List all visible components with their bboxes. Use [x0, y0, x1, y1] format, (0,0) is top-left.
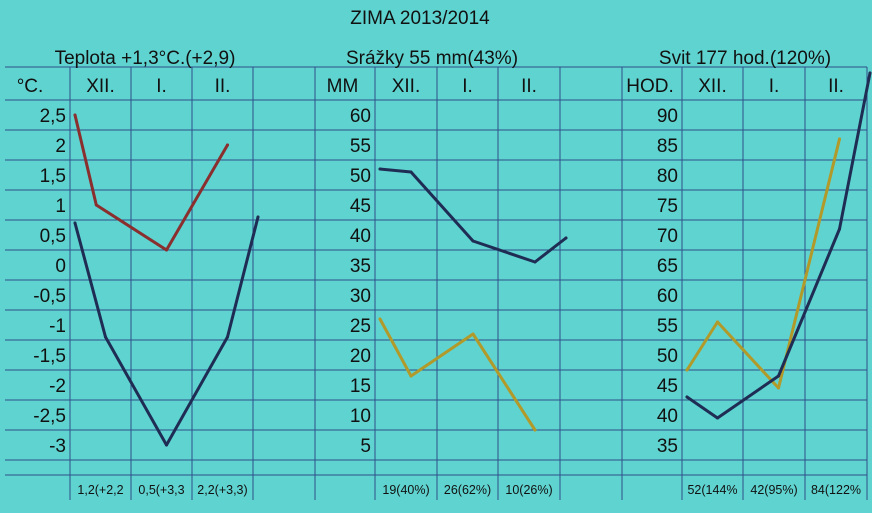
y-tick-label: 30	[350, 286, 371, 307]
data-point	[716, 416, 719, 420]
y-axis-label: °C.	[17, 76, 44, 97]
data-point	[256, 215, 260, 219]
data-point	[104, 335, 107, 339]
footer-value-label: 26(62%)	[444, 483, 491, 497]
y-tick-label: -0,5	[33, 286, 66, 307]
y-tick-label: -1,5	[33, 346, 66, 367]
data-point	[409, 374, 413, 378]
x-category-label: XII.	[392, 76, 421, 97]
series-line-2	[378, 317, 537, 432]
data-point	[533, 260, 537, 264]
y-tick-label: 1,5	[40, 166, 66, 187]
y-tick-label: 70	[657, 226, 678, 247]
data-point	[777, 386, 780, 390]
x-category-label: XII.	[86, 76, 115, 97]
panel-title: Srážky 55 mm(43%)	[346, 48, 518, 69]
y-tick-label: 75	[657, 196, 678, 217]
y-tick-label: -2	[49, 376, 66, 397]
footer-value-label: 42(95%)	[750, 483, 797, 497]
data-point	[685, 368, 689, 372]
y-tick-label: 50	[350, 166, 371, 187]
grid-layer	[5, 66, 868, 500]
x-category-label: I.	[769, 76, 780, 97]
data-point	[471, 239, 475, 243]
y-tick-label: 50	[657, 346, 678, 367]
y-tick-label: 55	[350, 136, 371, 157]
x-category-label: II.	[828, 76, 844, 97]
x-category-label: II.	[215, 76, 231, 97]
series-line-1	[685, 137, 841, 390]
y-tick-label: 80	[657, 166, 678, 187]
y-tick-label: 5	[360, 436, 371, 457]
y-tick-label: -1	[49, 316, 66, 337]
y-axis-label: MM	[327, 76, 359, 97]
data-point	[838, 227, 841, 231]
data-point	[868, 71, 872, 75]
footer-value-label: 10(26%)	[505, 483, 552, 497]
y-tick-label: 65	[657, 256, 678, 277]
y-tick-label: 1	[55, 196, 66, 217]
footer-value-label: 19(40%)	[382, 483, 429, 497]
footer-value-label: 0,5(+3,3	[138, 483, 184, 497]
y-tick-label: 55	[657, 316, 678, 337]
data-point	[226, 143, 229, 147]
y-tick-label: 35	[350, 256, 371, 277]
data-point	[409, 170, 413, 174]
series-line-2	[685, 71, 872, 420]
footer-value-label: 1,2(+2,2	[77, 483, 123, 497]
footer-value-label: 2,2(+3,3)	[197, 483, 247, 497]
panel-title: Teplota +1,3°C.(+2,9)	[55, 48, 236, 69]
y-tick-label: 10	[350, 406, 371, 427]
y-tick-label: 25	[350, 316, 371, 337]
y-tick-label: 35	[657, 436, 678, 457]
main-title: ZIMA 2013/2014	[350, 8, 490, 29]
series-line-1	[73, 113, 229, 252]
data-point	[685, 395, 689, 399]
y-tick-label: 2	[55, 136, 66, 157]
data-point	[533, 428, 537, 432]
y-tick-label: 0,5	[40, 226, 66, 247]
y-tick-label: 20	[350, 346, 371, 367]
y-tick-label: 40	[657, 406, 678, 427]
x-category-label: I.	[462, 76, 473, 97]
x-category-label: II.	[521, 76, 537, 97]
chart-panel-1: Teplota +1,3°C.(+2,9) °C. XII. I. II. 2,5 2 1,5…	[17, 48, 260, 497]
data-point	[378, 167, 382, 171]
data-point	[165, 443, 168, 447]
y-tick-label: 15	[350, 376, 371, 397]
y-axis-label: HOD.	[626, 76, 674, 97]
series-line-1	[378, 167, 568, 264]
data-point	[716, 320, 719, 324]
data-point	[777, 374, 780, 378]
data-point	[564, 236, 568, 240]
y-tick-label: 40	[350, 226, 371, 247]
x-category-label: XII.	[698, 76, 727, 97]
data-point	[226, 335, 229, 339]
y-tick-label: 45	[657, 376, 678, 397]
data-point	[94, 203, 98, 207]
y-tick-label: 85	[657, 136, 678, 157]
data-point	[378, 317, 382, 321]
data-point	[838, 137, 841, 141]
panel-title: Svit 177 hod.(120%)	[659, 48, 831, 69]
y-tick-label: 2,5	[40, 106, 66, 127]
data-point	[73, 221, 77, 225]
y-tick-label: -2,5	[33, 406, 66, 427]
footer-value-label: 52(144%	[687, 483, 737, 497]
y-tick-label: 90	[657, 106, 678, 127]
data-point	[73, 113, 77, 117]
y-tick-label: 0	[55, 256, 66, 277]
data-point	[471, 332, 475, 336]
chart-panel-2: Srážky 55 mm(43%) MM XII. I. II. 60 55 50 45 40 35…	[327, 48, 568, 497]
y-tick-label: 45	[350, 196, 371, 217]
y-tick-label: 60	[350, 106, 371, 127]
chart-panel-3: Svit 177 hod.(120%) HOD. XII. I. II. 90 85 80 75…	[626, 48, 872, 497]
x-category-label: I.	[156, 76, 167, 97]
data-point	[165, 248, 168, 252]
y-tick-label: -3	[49, 436, 66, 457]
y-tick-label: 60	[657, 286, 678, 307]
footer-value-label: 84(122%	[811, 483, 861, 497]
panels-layer: Teplota +1,3°C.(+2,9) °C. XII. I. II. 2,5 2 1,5…	[17, 48, 872, 497]
